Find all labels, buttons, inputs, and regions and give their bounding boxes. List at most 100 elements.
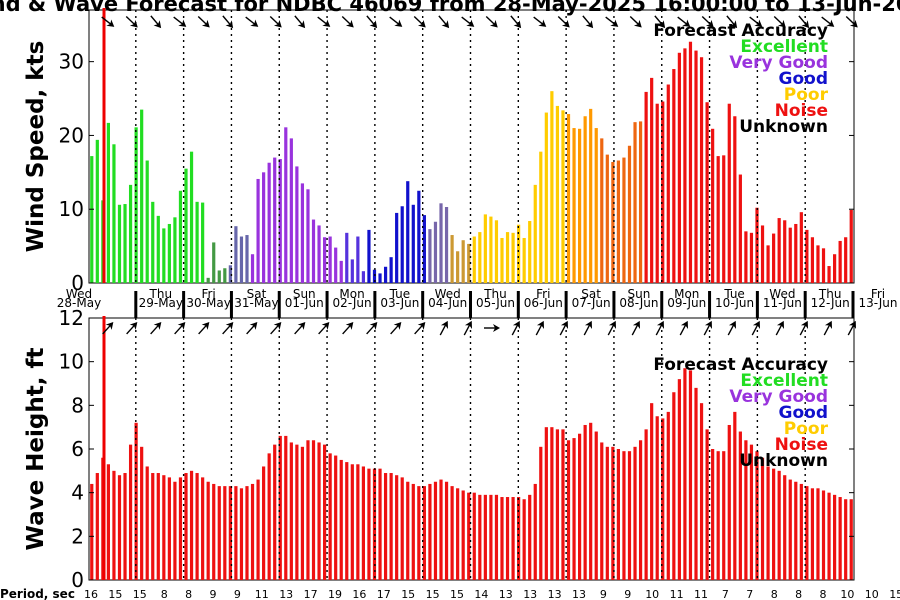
day-date: 04-Jun <box>428 296 467 310</box>
direction-arrow <box>414 322 426 335</box>
period-value: 10 <box>645 588 659 600</box>
bar <box>145 466 149 580</box>
direction-arrow <box>583 320 593 336</box>
bar <box>677 379 681 580</box>
direction-arrow <box>821 16 835 27</box>
bar <box>633 122 637 284</box>
bar <box>666 84 670 284</box>
bar <box>167 477 171 580</box>
period-value: 13 <box>572 588 586 600</box>
bar <box>772 468 776 580</box>
bar <box>256 178 260 283</box>
direction-arrow <box>317 16 331 27</box>
period-value: 15 <box>133 588 147 600</box>
direction-arrow <box>607 320 617 336</box>
y-tick-label: 0 <box>71 568 84 592</box>
bar <box>699 57 704 283</box>
bar <box>95 139 99 283</box>
bar <box>250 483 255 580</box>
bar <box>383 473 388 580</box>
bar <box>189 470 194 580</box>
day-date: 02-Jun <box>333 296 372 310</box>
bar <box>849 209 853 283</box>
direction-arrow <box>773 15 786 28</box>
bar <box>838 240 842 283</box>
bar <box>378 273 382 283</box>
direction-arrow <box>270 322 282 335</box>
bar <box>849 499 853 580</box>
bar <box>794 481 798 580</box>
period-value: 9 <box>210 588 217 600</box>
bar <box>273 157 277 283</box>
bar <box>578 128 582 283</box>
bar <box>395 212 399 283</box>
bar <box>616 449 620 580</box>
legend-item-good: Good <box>779 403 828 423</box>
bar <box>300 183 305 283</box>
bar <box>711 128 715 283</box>
day-date: 30-May <box>186 296 230 310</box>
bar <box>821 248 826 283</box>
bar <box>694 387 698 580</box>
bar <box>833 254 837 283</box>
bar <box>544 112 548 283</box>
bar <box>777 218 781 283</box>
period-value: 8 <box>820 588 827 600</box>
bar <box>284 127 288 283</box>
bar <box>755 451 759 580</box>
period-value: 14 <box>474 588 488 600</box>
bar <box>517 224 521 283</box>
direction-arrow <box>727 320 737 336</box>
bar <box>478 232 482 283</box>
bar <box>228 265 232 283</box>
bar <box>334 455 338 580</box>
legend-item-noise: Noise <box>775 435 828 455</box>
bar <box>223 268 227 283</box>
direction-arrow <box>366 322 378 335</box>
bar <box>505 232 510 283</box>
bar <box>594 128 598 283</box>
direction-arrow <box>751 320 761 336</box>
bar <box>278 159 282 283</box>
direction-arrow <box>485 15 498 28</box>
legend-heading: Forecast Accuracy <box>653 355 828 375</box>
day-name: Tue <box>723 287 745 301</box>
direction-arrow <box>799 320 809 336</box>
bar <box>783 475 787 580</box>
bar <box>844 237 848 283</box>
bar <box>456 488 460 580</box>
bar <box>661 418 665 580</box>
direction-arrow <box>749 16 763 27</box>
bar <box>372 269 377 283</box>
bar <box>239 236 244 283</box>
bar <box>816 488 820 580</box>
bar <box>511 497 515 580</box>
direction-arrow <box>631 320 641 336</box>
day-date: 11-Jun <box>763 296 802 310</box>
direction-arrow <box>245 16 259 27</box>
bar <box>278 435 282 580</box>
bar <box>361 466 365 580</box>
direction-arrow <box>559 320 569 336</box>
legend-item-unknown: Unknown <box>739 117 828 137</box>
day-date: 13-Jun <box>858 296 897 310</box>
bar <box>738 431 742 580</box>
bar <box>339 260 343 283</box>
y-tick-label: 30 <box>59 50 84 74</box>
direction-arrow <box>413 15 426 28</box>
bar <box>605 446 609 580</box>
bar <box>777 470 781 580</box>
direction-arrow <box>605 16 619 27</box>
period-value: 13 <box>499 588 513 600</box>
bar <box>489 494 493 580</box>
direction-arrow <box>701 15 714 28</box>
bar <box>622 157 626 283</box>
bar <box>145 160 149 283</box>
bar <box>306 189 310 283</box>
plot-frame <box>88 9 855 284</box>
bar <box>295 444 299 580</box>
bar <box>117 204 122 283</box>
bar <box>345 232 349 283</box>
bar <box>217 486 221 580</box>
